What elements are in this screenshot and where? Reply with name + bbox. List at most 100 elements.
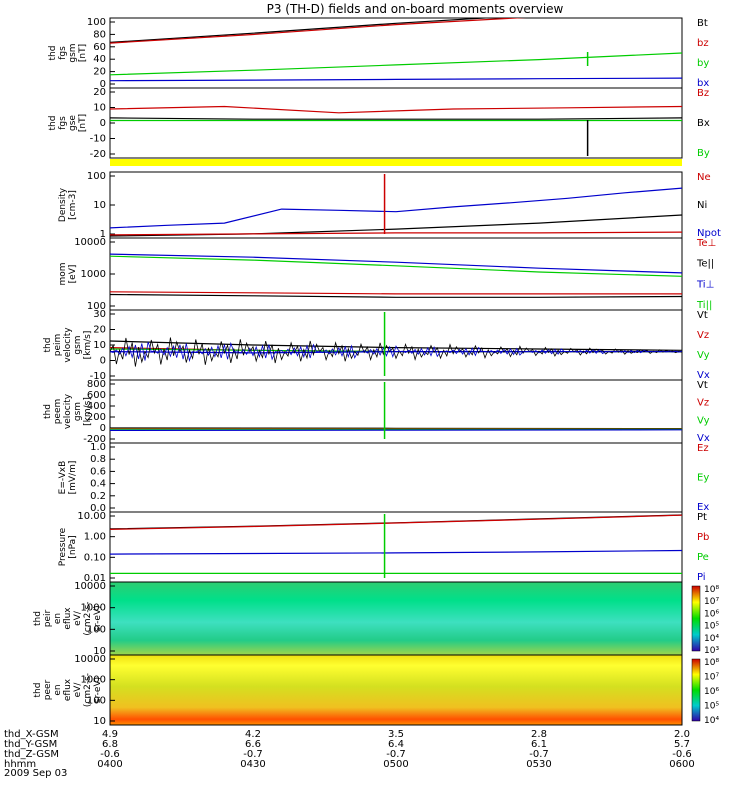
y-tick-label: 10 [93,200,106,211]
y-axis-label: [nT] [78,44,88,62]
y-tick-label: 20 [93,67,106,78]
y-axis-label: [km/s] [83,331,93,360]
y-tick-label: 1000 [81,269,106,280]
y-tick-label: 30 [93,309,106,320]
y-tick-label: 1.0 [90,442,106,453]
y-tick-label: 0 [100,79,106,90]
legend-Ey: Ey [697,473,709,484]
legend-Vt: Vt [697,310,708,321]
legend-bx: bx [697,78,709,89]
y-tick-label: -200 [83,434,106,445]
panel-frame [109,87,683,159]
legend-Ti⊥: Ti⊥ [696,279,714,290]
panel-frame [109,171,683,239]
y-axis-label: en [53,684,63,695]
y-tick-label: 20 [93,325,106,336]
colorbar-tick: 10⁶ [704,609,719,619]
x-axis-row-label: thd_X-GSM [4,729,59,740]
y-axis-label: E=-VxB [58,461,68,495]
series-bz [110,18,527,44]
series-Pi [110,549,682,555]
y-axis-label: en [53,613,63,624]
y-axis-label: sr-eV) [93,605,103,631]
panel-temp: 10000 1000 100 mom [eV] Te⊥ Te|| Ti⊥ Ti|| [58,237,716,312]
panel-frame [109,442,683,513]
y-axis-label: eflux [63,678,73,701]
y-tick-label: 0.4 [90,479,106,490]
y-axis-label: thd [43,338,53,353]
y-axis-label: thd [48,116,58,131]
colorbar-tick: 10⁸ [704,658,719,668]
plot-title: P3 (TH-D) fields and on-board moments ov… [267,2,564,16]
series-Te|| [110,293,682,298]
legend-Pi: Pi [697,572,706,583]
x-tick-value: -0.7 [529,749,549,760]
x-tick-value: 2.0 [674,729,690,740]
legend-Vz: Vz [697,330,709,341]
y-tick-label: 1000 [81,603,106,614]
legend-Ti||: Ti|| [696,300,712,311]
series-Npot [110,187,682,229]
x-tick-value: -0.6 [100,749,120,760]
panel-frame [109,309,683,381]
y-tick-label: 1000 [81,675,106,686]
y-axis-label: thd [43,404,53,419]
y-tick-label: 60 [93,42,106,53]
colorbar-tick: 10⁵ [704,622,719,632]
legend-Ne: Ne [697,172,711,183]
x-tick-value: -0.7 [243,749,263,760]
legend-Vt: Vt [697,380,708,391]
x-tick-value: 0500 [383,759,408,770]
y-axis-label: peir [43,609,53,627]
panel-frame [109,654,683,726]
x-axis-row-label: hhmm [4,759,36,770]
y-tick-label: 10000 [74,237,106,248]
y-axis-label: thd [48,46,58,61]
colorbar-el_spec [691,658,701,722]
legend-Bt: Bt [697,18,708,29]
x-tick-value: 2.8 [531,729,547,740]
colorbar-tick: 10⁴ [704,634,719,644]
y-tick-label: 0.10 [84,552,106,563]
x-tick-value: 6.6 [245,739,261,750]
y-axis-label: thd [33,683,43,698]
y-tick-label: 0.8 [90,454,106,465]
y-tick-label: 0.2 [90,491,106,502]
legend-Vz: Vz [697,398,709,409]
legend-Vy: Vy [697,415,710,426]
y-axis-label: mom [58,262,68,285]
panel-el_spec: 10⁸ 10⁷ 10⁶ 10⁵ 10⁴ 10000 1000 100 10 thd peer en ef… [33,654,719,727]
date-label: 2009 Sep 03 [4,768,67,779]
x-axis-row-label: thd_Y-GSM [4,739,57,750]
x-tick-value: 3.5 [388,729,404,740]
legend-Bx: Bx [697,118,710,129]
y-tick-label: 1.00 [84,532,106,543]
y-tick-label: 10.00 [77,511,106,522]
y-tick-label: 20 [93,87,106,98]
y-tick-label: 0 [100,118,106,129]
colorbar-tick: 10⁷ [704,673,719,683]
series-Ti⊥ [110,253,682,274]
colorbar-tick: 10⁵ [704,702,719,712]
y-axis-label: gsm [73,335,83,354]
y-tick-label: 200 [87,412,106,423]
y-axis-label: eV/ [73,610,83,626]
y-axis-label: [mV/m] [68,461,78,495]
y-axis-label: fgs [58,46,68,60]
y-tick-label: 400 [87,401,106,412]
y-tick-label: -10 [90,371,106,382]
y-tick-label: 10 [93,103,106,114]
y-axis-label: gsm [73,402,83,421]
y-tick-label: 0.6 [90,466,106,477]
series-Pb [110,514,682,530]
series-Vx [110,351,682,354]
noise-vt [110,337,682,367]
colorbar-tick: 10⁴ [704,716,719,726]
y-axis-label: gsm [68,43,78,62]
panel-frame [109,17,683,89]
colorbar-tick: 10⁸ [704,585,719,595]
colorbar-ion_spec [691,585,701,652]
